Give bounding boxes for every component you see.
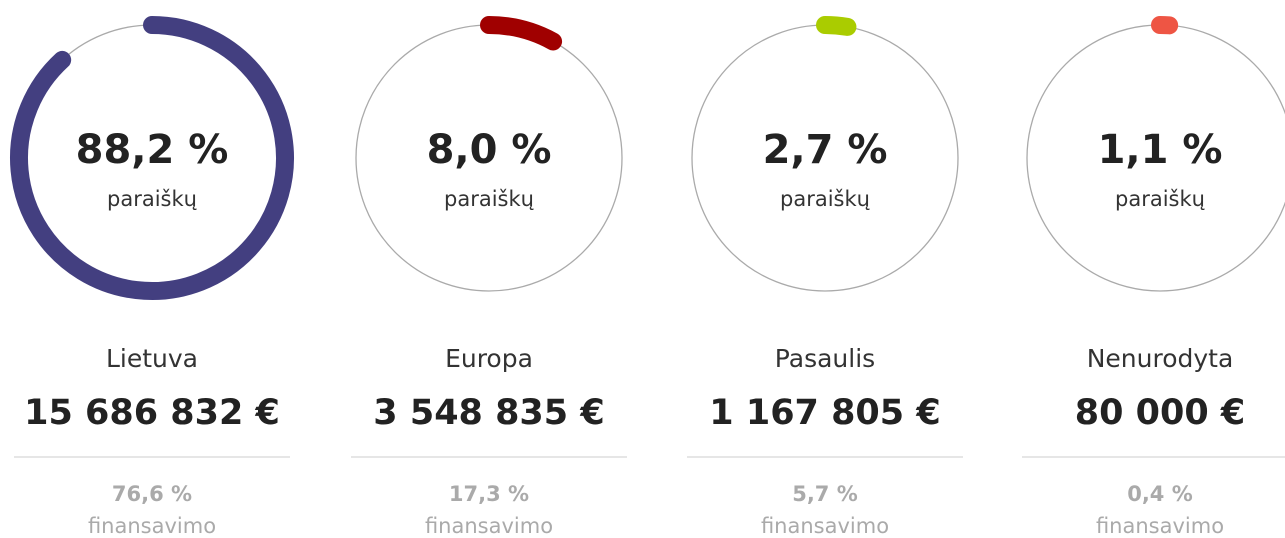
- caption: paraiškų: [780, 187, 870, 211]
- region-name: Lietuva: [106, 344, 198, 373]
- value-label: 2,7 %: [763, 127, 888, 173]
- funding-label: 5,7 %: [792, 482, 858, 506]
- region-name: Nenurodyta: [1087, 344, 1234, 373]
- funding-label: 0,4 %: [1127, 482, 1193, 506]
- funding-caption: finansavimo: [1096, 514, 1224, 538]
- value-label: 8,0 %: [427, 127, 552, 173]
- amount: 80 000 €: [1075, 393, 1246, 433]
- caption: paraiškų: [107, 187, 197, 211]
- region-name: Europa: [445, 344, 533, 373]
- caption: paraiškų: [1115, 187, 1205, 211]
- region-name: Pasaulis: [775, 344, 875, 373]
- funding-caption: finansavimo: [88, 514, 216, 538]
- value-label: 1,1 %: [1098, 127, 1223, 173]
- caption: paraiškų: [444, 187, 534, 211]
- amount: 3 548 835 €: [373, 393, 604, 433]
- ring-arc: [10, 16, 294, 300]
- funding-label: 17,3 %: [449, 482, 529, 506]
- amount: 1 167 805 €: [709, 393, 940, 433]
- amount: 15 686 832 €: [24, 393, 280, 433]
- funding-caption: finansavimo: [425, 514, 553, 538]
- value-label: 88,2 %: [76, 127, 229, 173]
- funding-label: 76,6 %: [112, 482, 192, 506]
- ring-arc: [480, 16, 563, 51]
- ring-arc: [816, 16, 857, 36]
- funding-caption: finansavimo: [761, 514, 889, 538]
